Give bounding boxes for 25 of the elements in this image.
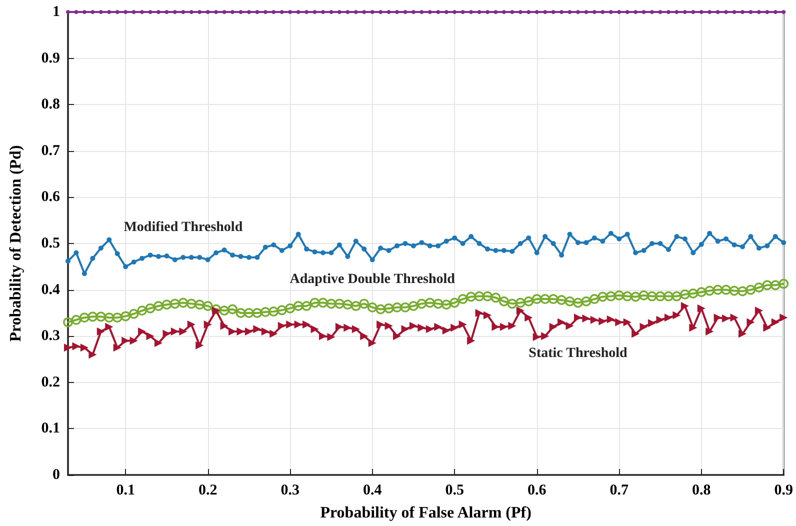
- series-label: Static Threshold: [528, 346, 628, 362]
- y-tick-label: 0.8: [41, 96, 60, 113]
- y-tick-label: 0: [52, 467, 60, 483]
- x-tick-label: 0.3: [280, 482, 300, 498]
- y-tick-label: 0.1: [41, 420, 60, 437]
- series-label: Adaptive Double Threshold: [290, 272, 456, 287]
- x-axis-title: Probability of False Alarm (Pf): [320, 504, 532, 522]
- x-tick-label: 0.7: [610, 482, 629, 498]
- y-tick-label: 0.4: [41, 282, 60, 298]
- y-tick-label: 0.7: [41, 142, 60, 159]
- y-axis-title: Probability of Detection (Pd): [8, 145, 24, 342]
- x-tick-label: 0.1: [116, 482, 135, 498]
- x-tick-label: 0.8: [692, 482, 711, 498]
- y-tick-label: 1: [52, 4, 60, 20]
- y-tick-label: 0.5: [41, 236, 60, 252]
- y-tick-label: 0.6: [41, 189, 60, 206]
- y-tick-label: 0.3: [41, 328, 60, 344]
- x-tick-label: 0.4: [362, 482, 382, 498]
- x-tick-label: 0.9: [774, 482, 793, 498]
- x-tick-label: 0.5: [445, 482, 464, 498]
- series-label: Modified Threshold: [124, 220, 243, 235]
- x-tick-label: 0.2: [198, 482, 218, 498]
- x-tick-label: 0.6: [527, 482, 547, 498]
- y-tick-label: 0.9: [41, 50, 60, 66]
- y-tick-label: 0.2: [41, 374, 60, 390]
